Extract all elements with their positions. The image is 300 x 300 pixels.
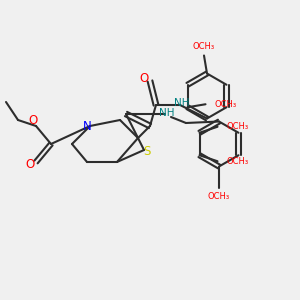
Text: OCH₃: OCH₃ bbox=[226, 157, 249, 166]
Text: O: O bbox=[140, 71, 148, 85]
Text: OCH₃: OCH₃ bbox=[226, 122, 249, 131]
Text: N: N bbox=[82, 119, 91, 133]
Text: NH: NH bbox=[159, 107, 174, 118]
Text: OCH₃: OCH₃ bbox=[214, 100, 237, 109]
Text: S: S bbox=[143, 145, 151, 158]
Text: OCH₃: OCH₃ bbox=[193, 42, 215, 51]
Text: O: O bbox=[26, 158, 34, 172]
Text: O: O bbox=[28, 113, 38, 127]
Text: OCH₃: OCH₃ bbox=[208, 192, 230, 201]
Text: NH: NH bbox=[174, 98, 189, 108]
